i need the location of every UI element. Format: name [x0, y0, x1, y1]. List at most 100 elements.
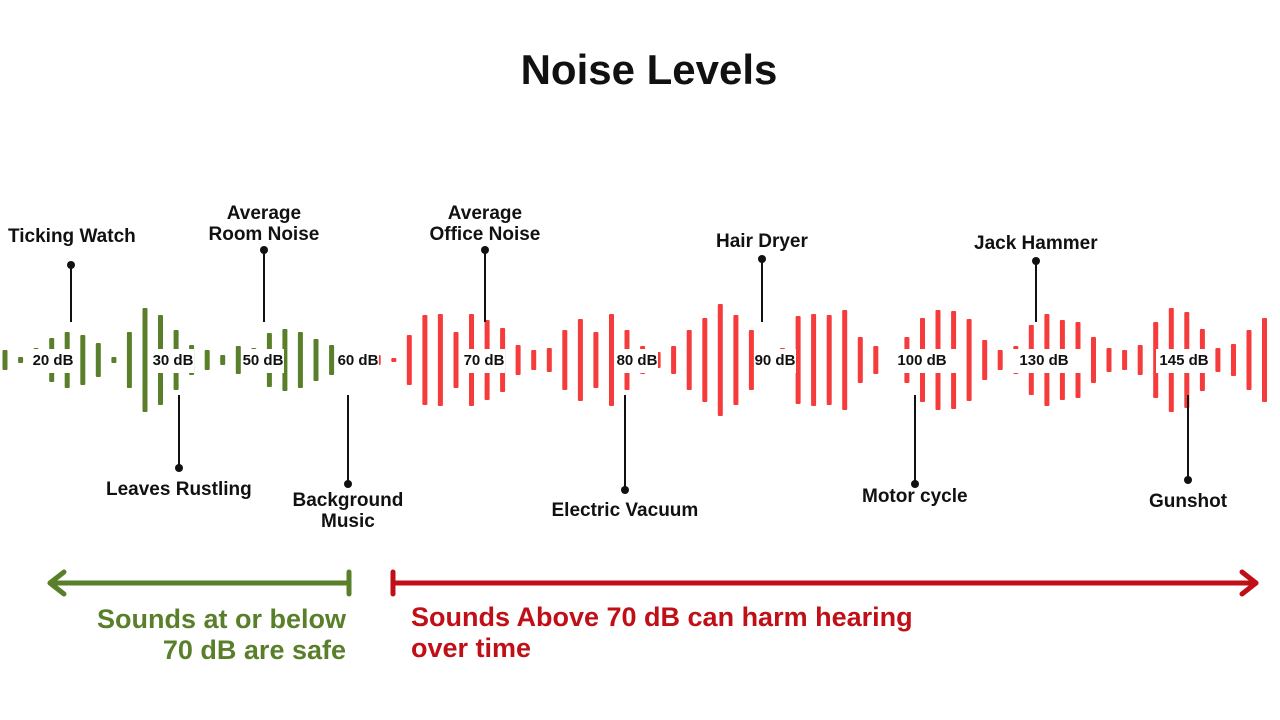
wave-bar [220, 355, 226, 365]
sound-label-line: Motor cycle [862, 486, 968, 507]
wave-bar [531, 350, 537, 370]
wave-bar [982, 340, 988, 380]
harm-note-line-2: over time [411, 633, 532, 663]
sound-label: Jack Hammer [974, 233, 1098, 254]
wave-bar [811, 314, 817, 406]
sound-label-line: Electric Vacuum [551, 500, 699, 521]
wave-bar [795, 316, 801, 404]
wave-bar [966, 319, 972, 401]
wave-bar [111, 357, 117, 363]
sound-label-line: Gunshot [1149, 491, 1228, 512]
wave-bar [391, 358, 397, 362]
sound-label: Hair Dryer [716, 231, 808, 252]
sound-label: Electric Vacuum [552, 500, 699, 521]
sound-label-line: Background [292, 490, 404, 511]
sound-label: Background Music [293, 490, 404, 532]
wave-bar [515, 345, 521, 375]
wave-bar [671, 346, 677, 374]
db-badge: 145 dB [1156, 349, 1212, 373]
sound-label-line: Average [447, 203, 523, 224]
wave-bar [18, 357, 24, 363]
connector-dot [260, 246, 268, 254]
harm-note-line-1: Sounds Above 70 dB can harm hearing [411, 602, 913, 632]
level-marker [911, 395, 919, 488]
wave-bar [1122, 350, 1128, 370]
connector-dot [621, 486, 629, 494]
level-marker [67, 261, 75, 322]
wave-bar [235, 346, 241, 374]
db-badge: 20 dB [32, 349, 74, 373]
db-badge: 70 dB [463, 349, 505, 373]
sound-label: Motor cycle [862, 486, 968, 507]
wave-bar [406, 335, 412, 385]
sound-label-line: Hair Dryer [716, 231, 808, 252]
wave-bar [717, 304, 723, 416]
wave-bar [1137, 345, 1143, 375]
wave-bar [329, 345, 335, 375]
sound-label: Average Room Noise [209, 203, 320, 245]
wave-bar [546, 348, 552, 372]
wave-bar [1091, 337, 1096, 383]
wave-bar [297, 332, 303, 388]
level-marker [621, 395, 629, 494]
level-marker [481, 246, 489, 322]
sound-label-line: Office Noise [429, 224, 541, 245]
db-badge: 50 dB [242, 349, 284, 373]
db-badge: 90 dB [754, 349, 796, 373]
db-badge: 100 dB [885, 349, 959, 373]
connector-dot [481, 246, 489, 254]
level-marker [1184, 395, 1192, 484]
level-marker [175, 395, 183, 472]
safe-range-arrow [47, 569, 352, 597]
wave-bar [95, 343, 101, 377]
db-badge: 30 dB [152, 349, 194, 373]
db-badge: 60 dB [337, 349, 379, 373]
connector-dot [67, 261, 75, 269]
connector-dot [175, 464, 183, 472]
wave-bar [453, 332, 459, 388]
wave-bar [313, 339, 319, 381]
wave-bar [826, 315, 832, 405]
connector-dot [1032, 257, 1040, 265]
wave-bar [1246, 330, 1252, 390]
db-badge: 80 dB [616, 349, 658, 373]
wave-bar [1262, 318, 1267, 402]
safe-note: Sounds at or below 70 dB are safe [97, 604, 346, 666]
wave-bar [126, 332, 132, 388]
wave-bar [593, 332, 599, 388]
sound-label: Gunshot [1149, 491, 1227, 512]
level-marker [758, 255, 766, 322]
wave-bar [437, 314, 443, 406]
wave-bar [2, 350, 8, 370]
level-marker [344, 395, 352, 488]
connector-dot [758, 255, 766, 263]
wave-bar [609, 314, 614, 406]
sound-label: Ticking Watch [8, 226, 136, 247]
sound-label-line: Jack Hammer [974, 233, 1098, 254]
safe-range-arrow-head-left [47, 569, 67, 597]
wave-bar [857, 337, 863, 383]
wave-bar [80, 335, 86, 385]
harm-range-arrow [390, 569, 1259, 597]
wave-bar [1231, 344, 1236, 376]
safe-note-line-2: 70 dB are safe [162, 635, 346, 665]
wave-bar [842, 310, 848, 410]
sound-label: Average Office Noise [430, 203, 541, 245]
sound-label-line: Leaves Rustling [106, 479, 252, 500]
connector-dot [344, 480, 352, 488]
wave-bar [1106, 348, 1112, 372]
wave-bar [282, 329, 288, 391]
wave-bar [577, 319, 583, 401]
level-marker [1032, 257, 1040, 322]
sound-label-line: Music [321, 511, 375, 532]
connector-dot [911, 480, 919, 488]
sound-label-line: Average [226, 203, 302, 224]
wave-bar [204, 350, 210, 370]
sound-label-line: Ticking Watch [8, 226, 136, 247]
sound-label: Leaves Rustling [106, 479, 252, 500]
wave-bar [997, 350, 1003, 370]
wave-bar [142, 308, 148, 412]
safe-note-line-1: Sounds at or below [96, 604, 346, 634]
wave-bar [748, 330, 754, 390]
